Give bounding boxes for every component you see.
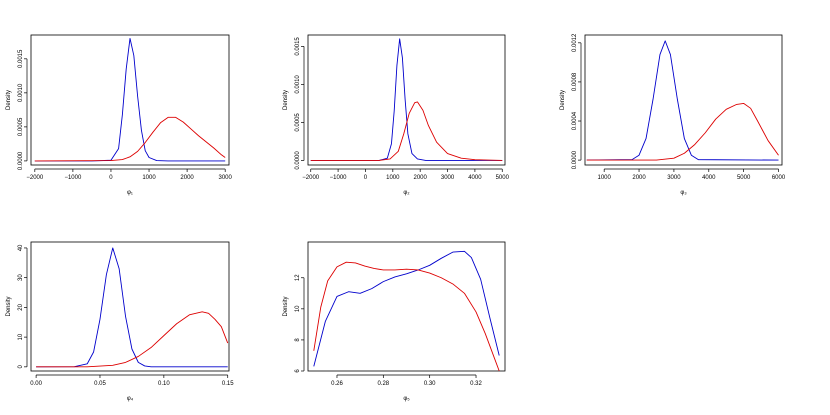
y-axis-label: Density: [560, 90, 566, 110]
y-tick-label: 0.0000: [295, 151, 301, 170]
y-tick-label: 0.0005: [18, 117, 24, 136]
x-tick-label: 4000: [468, 175, 482, 181]
x-tick-label: 0.32: [470, 381, 482, 387]
density-line-1: [34, 37, 226, 162]
density-line-2: [310, 101, 503, 161]
y-tick-label: 6: [295, 369, 301, 373]
y-tick-label: 20: [18, 303, 24, 310]
density-line-2: [586, 102, 779, 161]
x-tick-label: 1000: [597, 175, 611, 181]
x-tick-label: 0.10: [158, 381, 170, 387]
x-tick-label: 0.15: [222, 381, 234, 387]
y-tick-label: 10: [295, 305, 301, 312]
y-tick-label: 0.0005: [295, 113, 301, 132]
density-line-2: [36, 311, 229, 368]
plot-frame: [307, 241, 506, 372]
y-tick-label: 0.0000: [572, 150, 578, 169]
x-tick-label: 6000: [772, 175, 786, 181]
y-tick-label: 0.0012: [572, 33, 578, 52]
y-tick-label: 0.0015: [18, 49, 24, 68]
density-line-2: [34, 116, 226, 162]
y-tick-label: 0.0015: [295, 37, 301, 56]
x-tick-label: 0: [364, 175, 368, 181]
y-axis-label: Density: [283, 296, 289, 316]
density-panel-2: −2000 −1000 0 1000 2000 3000 4000 5000 0.0000 0.0…: [283, 34, 510, 196]
y-tick-label: 40: [18, 244, 24, 251]
x-tick-label: 0.28: [377, 381, 389, 387]
x-tick-label: 3000: [441, 175, 455, 181]
x-tick-label: 3000: [667, 175, 681, 181]
x-tick-label: 2000: [632, 175, 646, 181]
x-tick-label: 4000: [702, 175, 716, 181]
y-tick-label: 0: [18, 365, 24, 369]
y-tick-label: 0.0010: [295, 75, 301, 94]
density-panel-5: 0.26 0.28 0.30 0.32 6 8 10 12 φ₅ Density: [283, 241, 506, 402]
x-tick-label: 1000: [386, 175, 400, 181]
density-panel-1: −2000 −1000 0 1000 2000 3000 0.0000 0.0005 0.001…: [6, 34, 233, 196]
x-tick-label: 0.00: [30, 381, 42, 387]
x-axis-label: φ₄: [127, 396, 134, 402]
y-tick-label: 0.0010: [18, 83, 24, 102]
density-panel-3: 1000 2000 3000 4000 5000 6000 0.0000 0.0004 0.00…: [560, 33, 786, 196]
density-line-2: [313, 261, 500, 372]
plot-frame: [30, 34, 230, 166]
x-tick-label: 5000: [496, 175, 510, 181]
x-tick-label: −2000: [26, 175, 44, 181]
x-axis-label: φ₂: [403, 190, 410, 196]
y-tick-label: 10: [18, 333, 24, 340]
density-panel-4: 0.00 0.05 0.10 0.15 0 10 20 30 40 φ₄ Density: [6, 241, 234, 402]
density-line-1: [586, 40, 779, 161]
x-tick-label: −1000: [330, 175, 348, 181]
y-axis-label: Density: [6, 90, 12, 110]
density-line-1: [36, 247, 228, 368]
y-axis-label: Density: [6, 296, 12, 316]
plot-frame: [584, 34, 783, 166]
plot-frame: [30, 241, 230, 372]
y-tick-label: 0.0008: [572, 72, 578, 91]
y-tick-label: 30: [18, 274, 24, 281]
y-tick-label: 8: [295, 338, 301, 342]
x-tick-label: 2000: [180, 175, 194, 181]
density-line-1: [313, 250, 500, 367]
x-tick-label: 5000: [737, 175, 751, 181]
y-axis-label: Density: [283, 90, 289, 110]
x-axis-label: φ₃: [680, 190, 687, 196]
y-tick-label: 0.0004: [572, 111, 578, 130]
x-axis-label: φ₁: [127, 190, 133, 196]
x-tick-label: 1000: [142, 175, 156, 181]
x-tick-label: 0: [109, 175, 113, 181]
x-tick-label: 0.30: [424, 381, 436, 387]
y-tick-label: 12: [295, 274, 301, 281]
density-line-1: [310, 38, 503, 161]
x-tick-label: −1000: [64, 175, 82, 181]
x-tick-label: −2000: [302, 175, 320, 181]
x-tick-label: 0.05: [94, 381, 106, 387]
x-tick-label: 0.26: [331, 381, 343, 387]
x-tick-label: 2000: [414, 175, 428, 181]
plot-frame: [307, 34, 506, 166]
y-tick-label: 0.0000: [18, 151, 24, 170]
x-tick-label: 3000: [219, 175, 233, 181]
x-axis-label: φ₅: [403, 396, 410, 402]
